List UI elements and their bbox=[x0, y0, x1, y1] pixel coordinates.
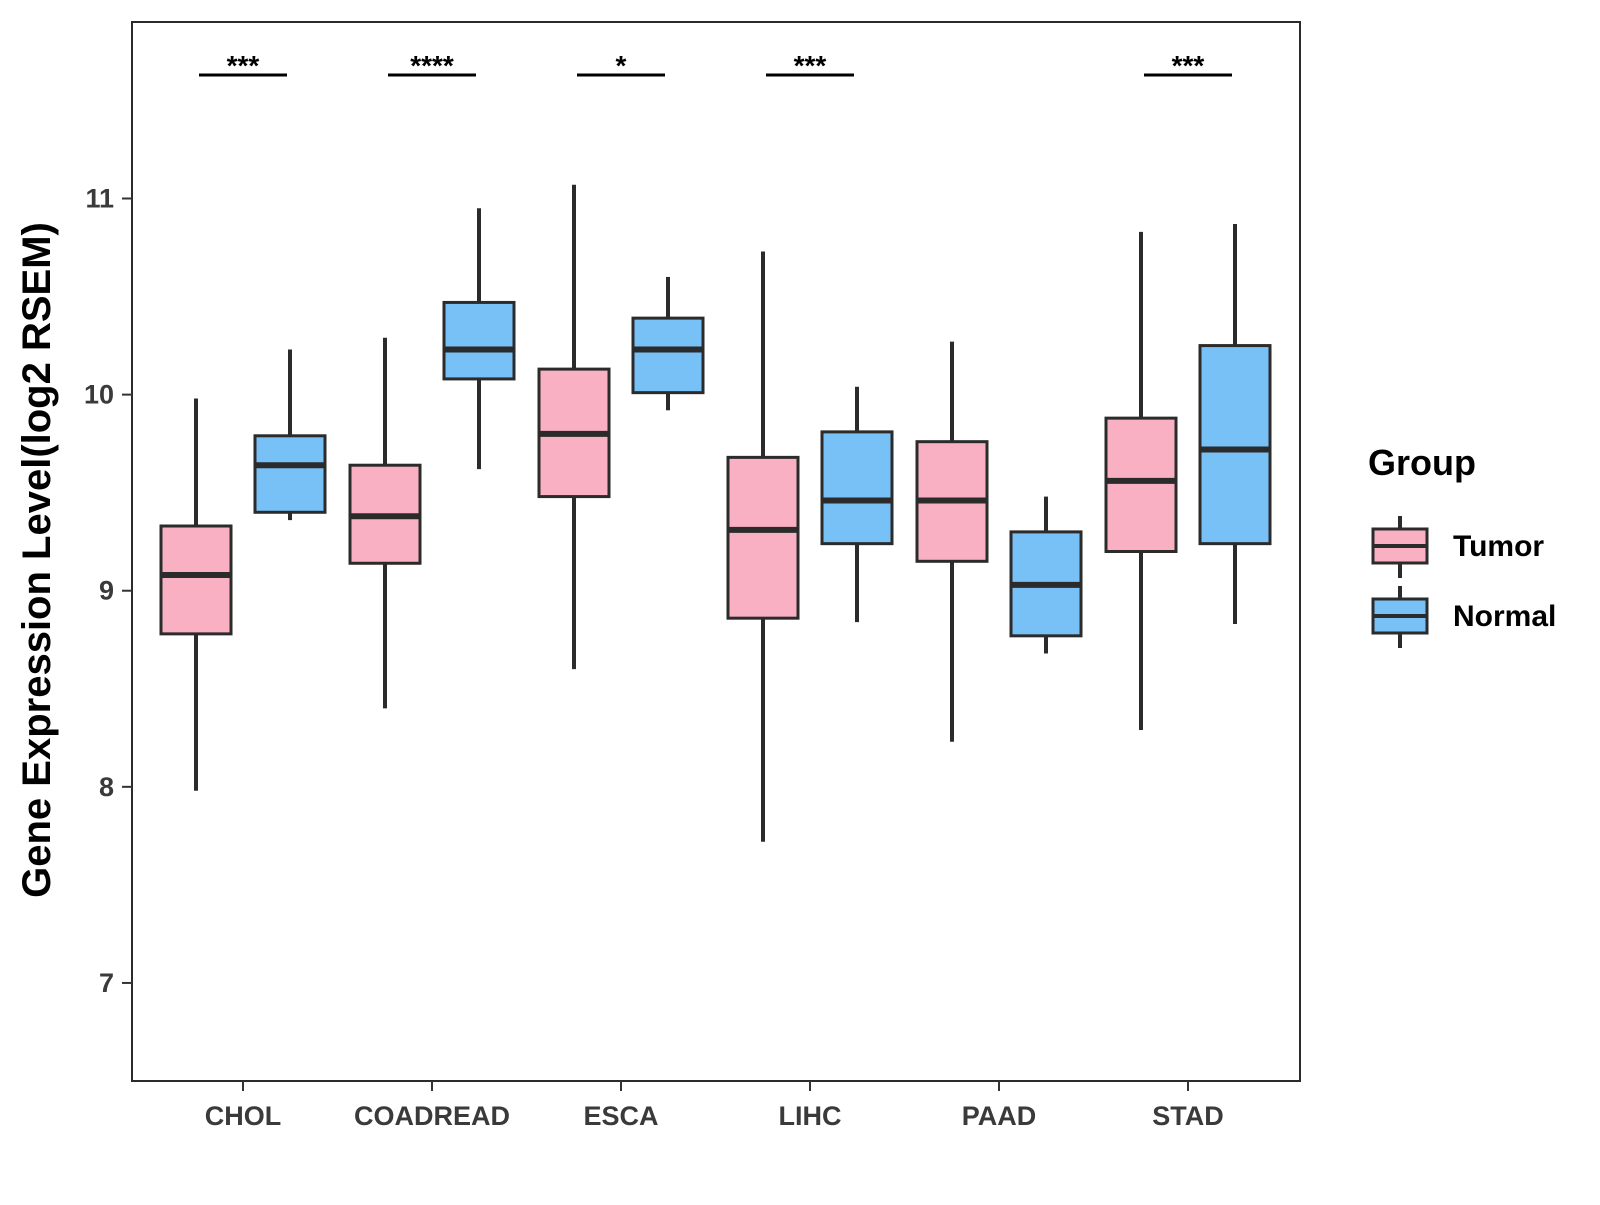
box-tumor-esca bbox=[537, 184, 611, 670]
box-normal-stad bbox=[1198, 223, 1272, 625]
iqr-box bbox=[820, 430, 894, 546]
y-tick-label: 11 bbox=[85, 184, 114, 214]
box-normal-coadread bbox=[442, 208, 516, 470]
box-tumor-coadread bbox=[348, 337, 422, 709]
plot-panel-border bbox=[131, 21, 1301, 1082]
legend-item-tumor: Tumor bbox=[1371, 516, 1544, 578]
y-tick-label: 10 bbox=[84, 380, 114, 410]
iqr-box bbox=[253, 434, 327, 514]
box-tumor-lihc bbox=[726, 251, 800, 842]
y-tick-label: 9 bbox=[99, 576, 114, 606]
iqr-box bbox=[159, 524, 233, 636]
iqr-box bbox=[442, 300, 516, 381]
box-normal-esca bbox=[631, 276, 705, 411]
x-tick-label-paad: PAAD bbox=[962, 1101, 1037, 1131]
x-tick-label-stad: STAD bbox=[1152, 1101, 1224, 1131]
iqr-box bbox=[1198, 344, 1272, 546]
box-normal-chol bbox=[253, 349, 327, 521]
significance-label-stad: *** bbox=[1172, 50, 1205, 81]
legend: Group Tumor Normal bbox=[1368, 442, 1556, 648]
legend-item-normal: Normal bbox=[1371, 586, 1556, 648]
legend-label-normal: Normal bbox=[1453, 600, 1556, 633]
box-tumor-stad bbox=[1104, 231, 1178, 730]
iqr-box bbox=[1104, 416, 1178, 553]
legend-title: Group bbox=[1368, 442, 1476, 483]
significance-label-chol: *** bbox=[227, 50, 260, 81]
iqr-box bbox=[726, 455, 800, 620]
y-tick-label: 7 bbox=[99, 968, 114, 998]
box-tumor-chol bbox=[159, 398, 233, 791]
box-tumor-paad bbox=[915, 341, 989, 742]
significance-label-coadread: **** bbox=[410, 50, 454, 81]
box-normal-lihc bbox=[820, 386, 894, 623]
x-tick-label-esca: ESCA bbox=[583, 1101, 658, 1131]
x-tick-label-coadread: COADREAD bbox=[354, 1101, 510, 1131]
x-tick-label-chol: CHOL bbox=[205, 1101, 282, 1131]
significance-label-lihc: *** bbox=[794, 50, 827, 81]
iqr-box bbox=[631, 316, 705, 395]
y-tick-label: 8 bbox=[99, 772, 114, 802]
y-axis-label: Gene Expression Level(log2 RSEM) bbox=[15, 222, 59, 898]
legend-label-tumor: Tumor bbox=[1453, 530, 1544, 563]
significance-label-esca: * bbox=[616, 50, 627, 81]
x-tick-label-lihc: LIHC bbox=[779, 1101, 842, 1131]
box-normal-paad bbox=[1009, 496, 1083, 654]
